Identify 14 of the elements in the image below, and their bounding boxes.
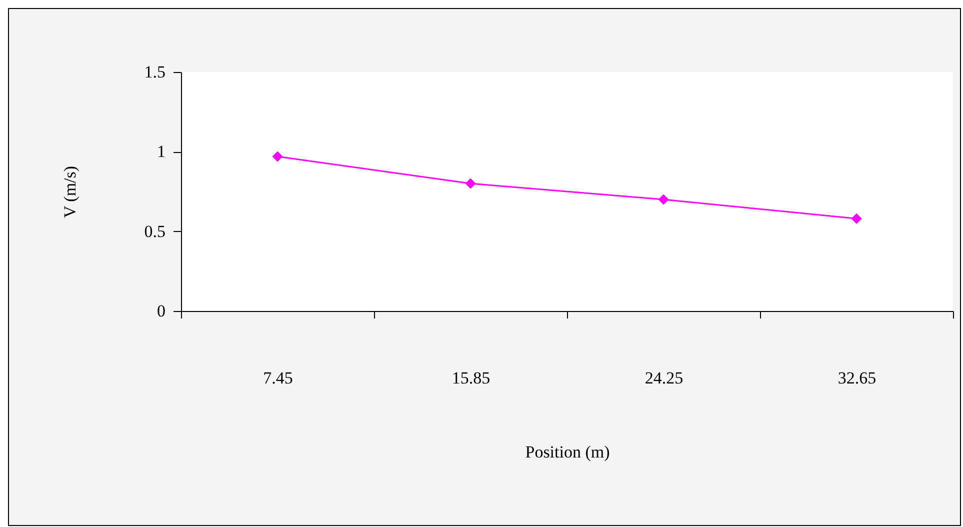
y-tick-label: 1 (157, 142, 166, 162)
x-axis-title: Position (m) (525, 442, 610, 462)
point (851, 213, 862, 224)
x-tick-label: 7.45 (263, 368, 293, 388)
point (272, 151, 283, 162)
y-axis-title: V (m/s) (60, 166, 80, 218)
x-tick-label: 15.85 (452, 368, 490, 388)
x-tick-label: 24.25 (644, 368, 684, 388)
y-tick-label: 0.5 (144, 222, 166, 241)
point (465, 178, 476, 189)
y-tick-label: 1.5 (144, 62, 166, 82)
point (658, 194, 669, 205)
y-tick-label: 0 (157, 302, 166, 320)
x-tick-label: 32.65 (838, 368, 876, 388)
